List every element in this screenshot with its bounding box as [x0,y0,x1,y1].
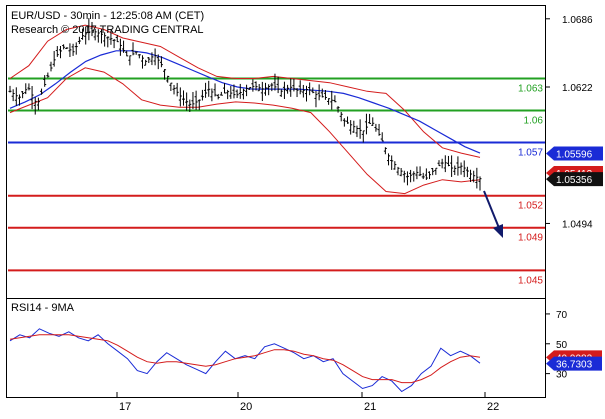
price-badge-label: 1.05596 [556,150,593,161]
level-label: 1.063 [518,83,543,94]
level-label: 1.052 [518,201,543,212]
price-bars [8,18,482,191]
price-badge [546,172,603,187]
level-label: 1.049 [518,233,543,244]
level-label: 1.06 [524,115,544,126]
rsi-badges: 40.908236.7303 [546,350,602,371]
forecast-arrow-line [483,190,500,229]
level-label: 1.057 [518,147,543,158]
price-badge [546,146,603,161]
x-tick-label: 21 [364,401,376,413]
y-tick-label: 1.0686 [562,15,593,26]
ma-line [9,50,481,154]
rsi-badge-label: 36.7303 [556,360,593,371]
support-resistance-levels: 1.063 1.06 1.057 1.052 1.049 1.045 [8,77,545,286]
band-lower [9,67,481,195]
forecast-arrow-head [493,224,503,238]
rsi-series-line [9,334,481,384]
price-badge-label: 1.05356 [556,175,593,186]
rsi-lines [9,328,481,393]
plot-frame [6,5,546,398]
bollinger-bands [9,24,481,195]
chart-title: EUR/USD - 30min - 12:25:08 AM (CET) [11,10,204,22]
price-panel: 1.063 1.06 1.057 1.052 1.049 1.045 EUR/USD - … [8,10,603,286]
rsi-y-tick-label: 50 [556,340,568,351]
rsi-panel: RSI14 - 9MA 70 50 30 40.908236.7303 [9,302,602,393]
moving-average [9,50,481,154]
x-tick-label: 17 [119,401,131,413]
rsi-series-line [9,328,481,393]
rsi-y-tick-label: 30 [556,370,568,381]
price-axis: 1.0686 1.0622 1.0494 [546,15,593,230]
rsi-y-tick-label: 70 [556,310,568,321]
y-tick-label: 1.0622 [562,83,593,94]
band-upper [9,24,481,158]
time-axis: 17 20 21 22 [116,392,499,413]
x-tick-label: 22 [487,401,499,413]
forecast-arrow [483,190,503,238]
x-tick-label: 20 [240,401,252,413]
rsi-badge [546,356,602,371]
chart-subtitle: Research © 2017 TRADING CENTRAL [11,24,204,36]
level-label: 1.045 [518,275,543,286]
rsi-title: RSI14 - 9MA [11,302,75,314]
rsi-axis: 70 50 30 [546,310,568,381]
y-tick-label: 1.0494 [562,219,593,230]
